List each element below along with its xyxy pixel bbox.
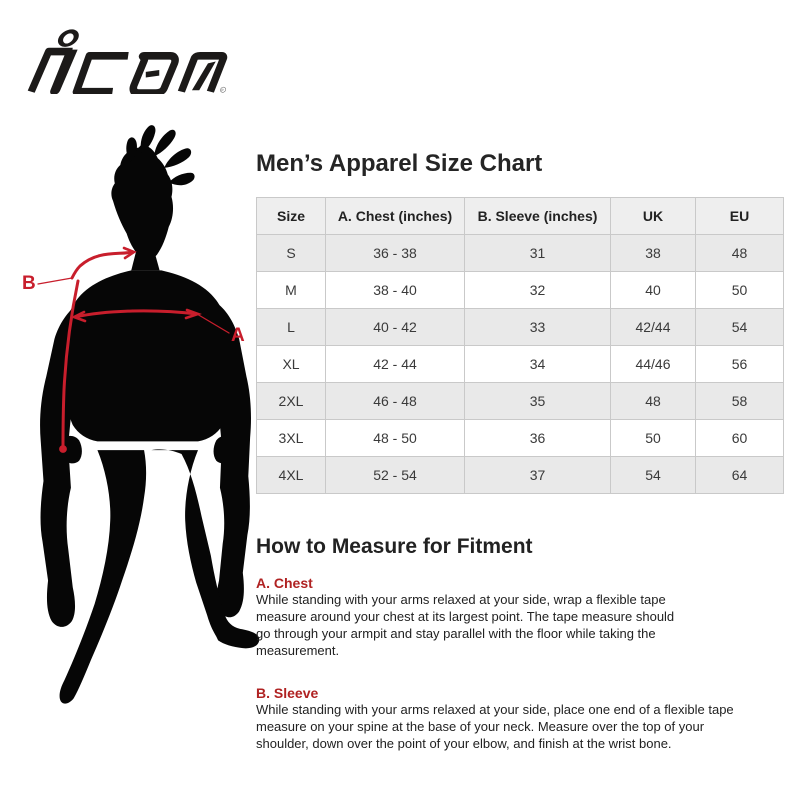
svg-text:A: A (231, 325, 245, 346)
svg-text:B: B (22, 273, 36, 294)
